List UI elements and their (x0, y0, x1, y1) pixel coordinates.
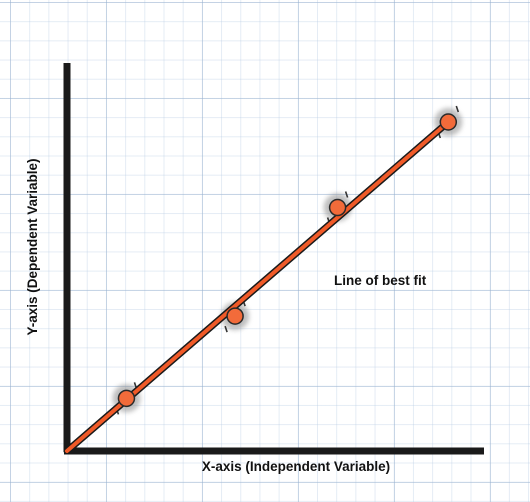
y-axis-label: Y-axis (Dependent Variable) (25, 158, 40, 335)
line-of-best-fit-label: Line of best fit (334, 273, 427, 288)
data-point (226, 307, 244, 325)
data-points (117, 113, 458, 408)
data-point (439, 113, 458, 131)
data-point (328, 198, 347, 217)
data-point (117, 389, 136, 408)
x-axis-label: X-axis (Independent Variable) (202, 459, 390, 474)
